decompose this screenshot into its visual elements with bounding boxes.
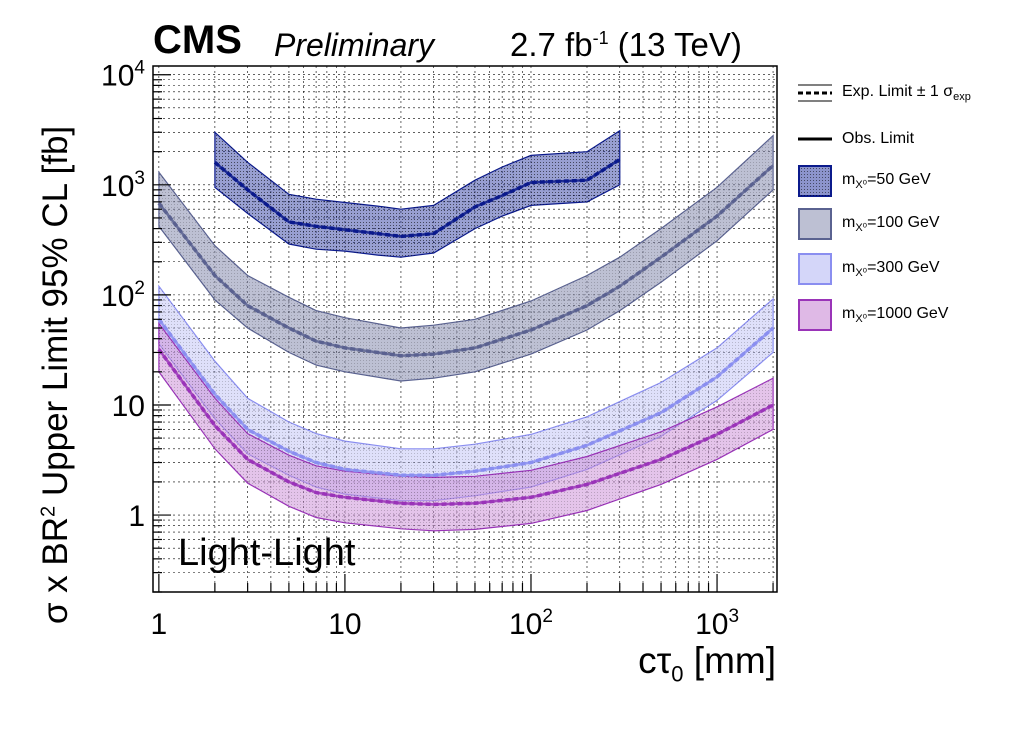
legend-m50-label: mX⁰=50 GeV [842, 170, 931, 192]
x-tick-label: 10 [328, 608, 361, 641]
x-axis-label: cτ0 [mm] [638, 640, 776, 687]
y-axis-label: σ x BR2 Upper Limit 95% CL [fb] [36, 125, 75, 625]
lumi-value: 2.7 fb [510, 26, 593, 63]
channel-label: Light-Light [178, 532, 356, 574]
experiment-label: CMS [153, 18, 242, 62]
legend-m100: mX⁰=100 GeV [798, 205, 940, 243]
observed-limit-icon [798, 137, 832, 141]
plot-frame [152, 65, 778, 593]
mass-1000-swatch-icon [798, 299, 832, 331]
y-tick-label: 103 [101, 168, 145, 203]
band-hatch-series-3 [158, 323, 774, 531]
x-tick-label: 1 [151, 608, 168, 641]
mass-300-swatch-icon [798, 253, 832, 285]
legend-observed: Obs. Limit [798, 120, 914, 158]
ticks [153, 74, 774, 593]
status-label: Preliminary [274, 27, 435, 63]
legend-m300-label: mX⁰=300 GeV [842, 258, 940, 280]
legend-m1000: mX⁰=1000 GeV [798, 296, 948, 334]
y-tick-label: 10 [112, 390, 145, 423]
y-tick-label: 104 [101, 58, 145, 93]
lines [157, 157, 775, 507]
x-tick-label: 103 [695, 606, 739, 641]
x-tick-label: 102 [509, 606, 553, 641]
luminosity-label: 2.7 fb-1 (13 TeV) [510, 26, 742, 64]
observed-line-series-0 [214, 158, 621, 238]
legend-m1000-label: mX⁰=1000 GeV [842, 304, 949, 326]
band-hatch-series-0 [214, 130, 620, 258]
legend-observed-label: Obs. Limit [842, 130, 915, 147]
y-tick-label: 1 [128, 500, 145, 533]
energy-value: (13 TeV) [617, 26, 742, 63]
observed-line-series-3 [157, 348, 774, 506]
mass-50-swatch-icon [798, 165, 832, 197]
y-tick-label: 102 [101, 278, 145, 313]
legend-expected-label: Exp. Limit ± 1 σexp [842, 82, 971, 104]
mass-100-swatch-icon [798, 208, 832, 240]
legend-expected: Exp. Limit ± 1 σexp [798, 74, 971, 112]
legend-m100-label: mX⁰=100 GeV [842, 213, 940, 235]
lumi-exponent: -1 [592, 28, 609, 48]
observed-line-series-2 [157, 318, 774, 477]
tick-labels: 1 10 102 103 1 10 102 103 104 [101, 58, 739, 641]
legend-m50: mX⁰=50 GeV [798, 162, 931, 200]
expected-limit-icon [798, 84, 832, 102]
band-hatch-series-1 [158, 135, 774, 381]
observed-line-series-1 [157, 164, 774, 357]
legend-m300: mX⁰=300 GeV [798, 250, 940, 288]
